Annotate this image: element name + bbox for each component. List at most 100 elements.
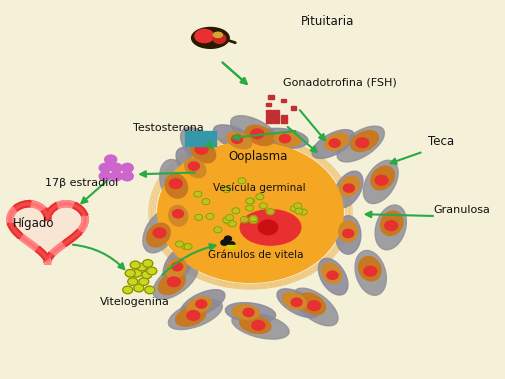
Ellipse shape [163, 247, 192, 283]
Ellipse shape [240, 316, 271, 334]
Circle shape [245, 205, 254, 211]
Circle shape [329, 139, 340, 147]
Circle shape [158, 142, 343, 282]
Circle shape [188, 162, 199, 170]
Ellipse shape [351, 131, 378, 152]
Circle shape [251, 129, 264, 139]
Text: Vitelogenina: Vitelogenina [100, 297, 170, 307]
Circle shape [143, 260, 153, 267]
Circle shape [252, 321, 265, 330]
Text: Gonadotrofina (FSH): Gonadotrofina (FSH) [283, 77, 397, 87]
Ellipse shape [168, 299, 222, 330]
Ellipse shape [335, 216, 361, 254]
Bar [210, 142, 216, 146]
Ellipse shape [337, 126, 384, 162]
Ellipse shape [293, 288, 338, 326]
Ellipse shape [214, 32, 222, 38]
Circle shape [295, 208, 303, 214]
Circle shape [232, 135, 242, 143]
Circle shape [132, 269, 142, 277]
Ellipse shape [143, 210, 178, 253]
Circle shape [137, 263, 147, 271]
Text: Gránulos de vitela: Gránulos de vitela [208, 250, 304, 260]
Circle shape [105, 155, 117, 164]
Circle shape [182, 244, 190, 250]
Circle shape [279, 135, 290, 143]
Bar [266, 115, 272, 119]
Ellipse shape [190, 140, 216, 163]
Polygon shape [10, 204, 85, 261]
Circle shape [187, 310, 200, 320]
Circle shape [194, 191, 202, 197]
Circle shape [299, 209, 308, 215]
Circle shape [202, 199, 210, 205]
Bar [193, 131, 200, 135]
Bar [266, 119, 272, 123]
Circle shape [223, 186, 231, 193]
Bar [273, 115, 279, 119]
Bar [227, 245, 236, 248]
Ellipse shape [375, 205, 407, 250]
Bar [290, 106, 296, 110]
Bar [266, 110, 272, 114]
Ellipse shape [333, 171, 363, 208]
Ellipse shape [322, 263, 341, 283]
Ellipse shape [176, 147, 210, 182]
Ellipse shape [245, 125, 274, 146]
Ellipse shape [165, 193, 191, 232]
Text: Hígado: Hígado [13, 218, 54, 230]
Bar [193, 136, 200, 141]
Circle shape [364, 266, 377, 276]
Ellipse shape [165, 174, 187, 198]
Bar [185, 142, 192, 146]
Ellipse shape [191, 27, 229, 49]
Circle shape [266, 208, 274, 215]
Circle shape [375, 175, 388, 185]
Circle shape [196, 300, 207, 308]
Circle shape [224, 218, 232, 224]
Circle shape [290, 205, 298, 211]
Circle shape [153, 228, 166, 238]
Circle shape [194, 214, 203, 220]
Circle shape [343, 229, 354, 238]
Ellipse shape [339, 221, 358, 242]
Text: Ooplasma: Ooplasma [228, 150, 287, 163]
Bar [281, 119, 286, 123]
Ellipse shape [318, 258, 348, 295]
Circle shape [142, 271, 152, 279]
Ellipse shape [146, 223, 170, 247]
Ellipse shape [225, 303, 276, 323]
Ellipse shape [359, 257, 381, 281]
Circle shape [259, 203, 267, 209]
Circle shape [356, 138, 369, 148]
Circle shape [169, 179, 182, 188]
Bar [185, 136, 192, 141]
Circle shape [167, 277, 180, 287]
Ellipse shape [232, 313, 289, 339]
Circle shape [125, 269, 135, 277]
Ellipse shape [312, 130, 354, 158]
Circle shape [247, 198, 255, 204]
Ellipse shape [169, 205, 188, 226]
Text: Vesícula germinal: Vesícula germinal [213, 183, 306, 193]
Circle shape [308, 301, 321, 310]
Bar [201, 131, 208, 135]
Bar [210, 136, 216, 141]
FancyArrowPatch shape [229, 41, 235, 43]
Bar [281, 99, 286, 102]
Circle shape [99, 163, 111, 172]
Circle shape [240, 216, 248, 222]
Ellipse shape [227, 132, 251, 149]
Circle shape [327, 271, 338, 279]
Ellipse shape [274, 132, 301, 146]
Bar [210, 131, 216, 135]
Ellipse shape [195, 30, 214, 43]
Bar [201, 142, 208, 146]
Circle shape [249, 218, 258, 224]
Text: Testosterona: Testosterona [133, 123, 204, 133]
Bar [185, 131, 192, 135]
Circle shape [246, 198, 254, 204]
Circle shape [238, 178, 246, 184]
Circle shape [145, 286, 155, 294]
Bar [273, 110, 279, 114]
